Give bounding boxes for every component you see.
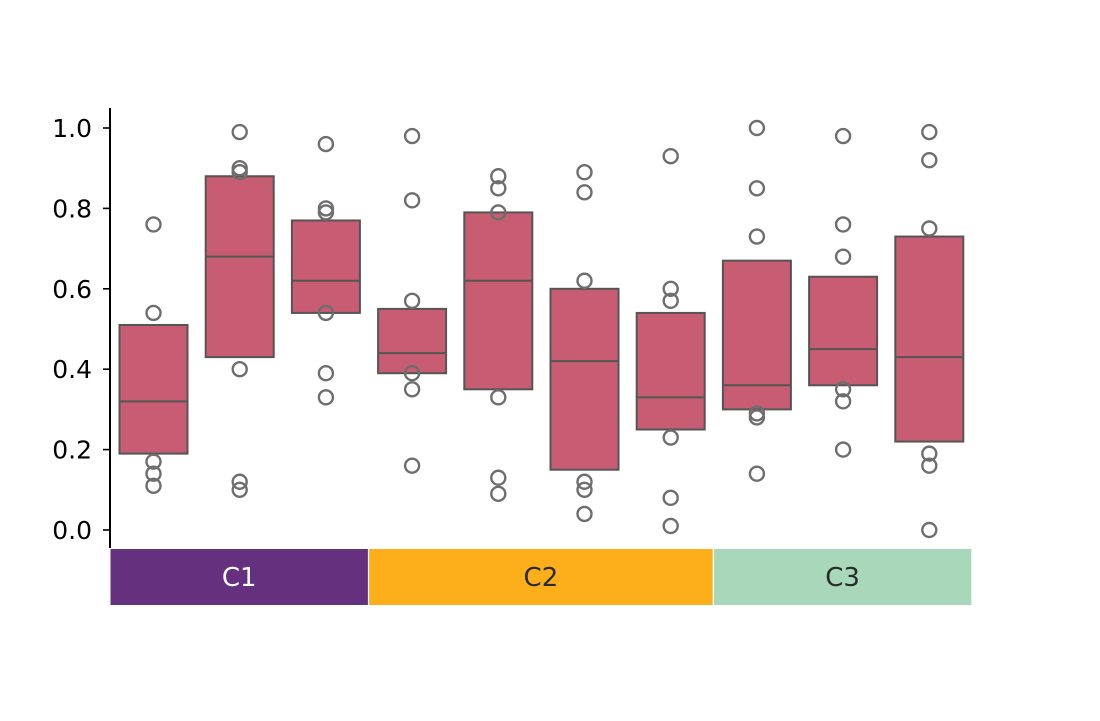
outlier-point <box>834 393 852 410</box>
outlier-point <box>403 457 421 474</box>
box-C1-1 <box>118 323 189 455</box>
outlier-point <box>921 220 938 237</box>
outlier-point <box>317 365 335 382</box>
outlier-point <box>921 457 938 474</box>
outlier-point <box>921 151 938 169</box>
outlier-point <box>317 389 335 406</box>
outlier-point <box>403 127 421 145</box>
y-tick-label: 0.0 <box>52 516 92 545</box>
outlier-point <box>145 453 162 470</box>
group-label-C2: C2 <box>524 563 559 593</box>
box-C2-3 <box>549 287 620 471</box>
outlier-point <box>921 123 938 141</box>
outlier-point <box>403 381 421 398</box>
outlier-point <box>834 441 852 458</box>
outlier-point <box>662 489 679 507</box>
outlier-point <box>403 365 421 382</box>
outlier-point <box>145 477 162 494</box>
group-label-C1: C1 <box>222 563 257 593</box>
outlier-point <box>231 473 248 490</box>
outlier-point <box>662 429 679 446</box>
outlier-point <box>576 505 593 523</box>
outlier-point <box>748 180 766 197</box>
outlier-point <box>317 304 335 322</box>
outlier-point <box>576 272 593 289</box>
outlier-point <box>490 180 507 197</box>
outlier-point <box>490 168 507 185</box>
y-tick-label: 1.0 <box>52 114 92 143</box>
y-tick-label: 0.4 <box>52 355 92 384</box>
group-label-C3: C3 <box>825 563 860 593</box>
outlier-point <box>834 248 852 265</box>
outlier-point <box>662 280 679 297</box>
outlier-point <box>576 473 593 490</box>
outlier-point <box>403 192 421 209</box>
outlier-point <box>490 204 507 221</box>
outlier-point <box>317 204 335 221</box>
outlier-point <box>490 485 507 503</box>
outlier-point <box>662 517 679 535</box>
outlier-point <box>662 147 679 165</box>
outlier-point <box>231 164 248 181</box>
y-tick-label: 0.8 <box>52 194 92 223</box>
outlier-point <box>748 119 766 137</box>
outlier-point <box>748 228 766 245</box>
box-C3-3 <box>894 235 965 443</box>
outlier-point <box>145 304 162 322</box>
outlier-point <box>834 381 852 398</box>
outlier-point <box>576 184 593 201</box>
outlier-point <box>921 445 938 462</box>
box-C3-1 <box>721 259 792 411</box>
outlier-point <box>921 521 938 539</box>
outlier-point <box>231 481 248 498</box>
outlier-point <box>576 164 593 181</box>
y-tick-label: 0.6 <box>52 275 92 304</box>
outlier-point <box>748 465 766 482</box>
outlier-point <box>231 123 248 141</box>
outlier-point <box>145 465 162 482</box>
group-strip-C3 <box>713 549 972 605</box>
box-C3-2 <box>808 275 879 387</box>
outlier-point <box>317 135 335 153</box>
y-tick-label: 0.2 <box>52 436 92 465</box>
group-strip-C2 <box>369 549 713 605</box>
outlier-point <box>403 292 421 310</box>
box-C2-1 <box>377 307 448 375</box>
group-strip-C1 <box>110 549 368 605</box>
box-C1-3 <box>290 219 361 314</box>
outlier-point <box>490 389 507 406</box>
box-C1-2 <box>204 175 275 359</box>
outlier-point <box>576 481 593 498</box>
outlier-point <box>834 216 852 233</box>
box-C2-2 <box>463 211 534 391</box>
outlier-point <box>490 469 507 486</box>
outlier-point <box>231 361 248 378</box>
outlier-point <box>834 127 852 145</box>
box-C2-4 <box>635 311 706 431</box>
outlier-point <box>145 216 162 233</box>
outlier-point <box>748 409 766 426</box>
outlier-point <box>662 292 679 310</box>
